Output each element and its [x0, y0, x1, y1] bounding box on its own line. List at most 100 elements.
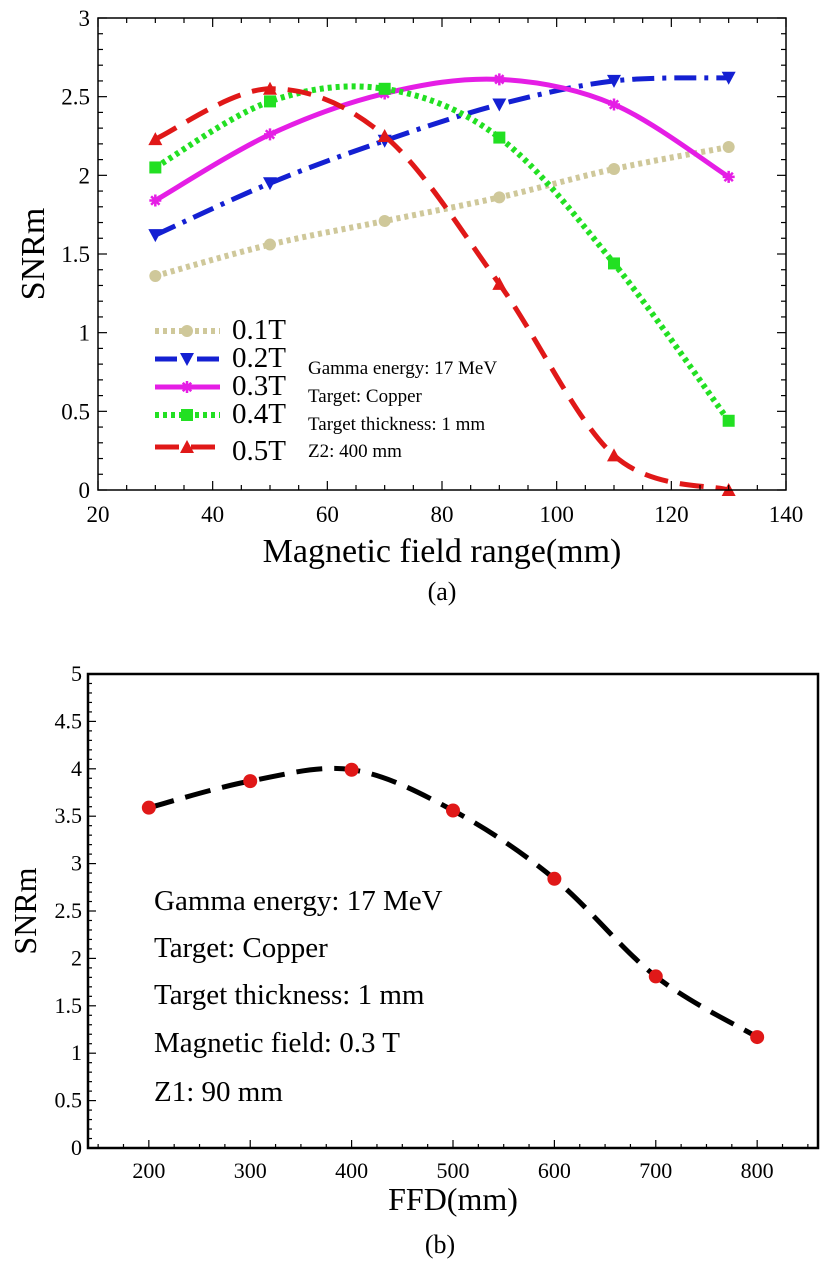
annotation-b-2: Target thickness: 1 mm	[154, 979, 425, 1011]
legend-marker-0.1T	[181, 325, 193, 337]
point-0.2T-110	[607, 74, 621, 88]
x-tick-label-a: 120	[654, 502, 689, 527]
point-b-700	[648, 969, 663, 984]
point-0.3T-130	[722, 170, 735, 183]
y-tick-label-a: 1	[79, 321, 91, 346]
point-0.4T-90	[493, 131, 506, 144]
point-0.3T-30	[149, 194, 162, 207]
point-0.3T-110	[608, 98, 620, 111]
point-0.5T-30	[148, 132, 163, 146]
legend-label-3: 0.4T	[232, 398, 286, 430]
legend-label-1: 0.2T	[232, 342, 286, 374]
x-tick-label-b: 400	[335, 1158, 368, 1183]
chart-b-axes: 200 300 400 500 600 700 800 0 0.5 1 1.5 2 2.5 3 3.5 4 4.…	[55, 661, 809, 1183]
annotation-a-0: Gamma energy: 17 MeV	[308, 358, 497, 379]
chart-b-series-layer	[141, 762, 765, 1045]
series-0.3T	[149, 73, 735, 207]
x-tick-label-b: 700	[639, 1158, 672, 1183]
legend-marker-0.4T	[181, 409, 193, 421]
y-tick-label-a: 3	[79, 6, 91, 31]
legend-label-4: 0.5T	[232, 435, 286, 467]
point-0.1T-130	[722, 141, 735, 154]
legend-marker-0.5T	[180, 440, 194, 453]
y-tick-label-a: 2	[79, 163, 91, 188]
y-tick-label-b: 3	[71, 851, 82, 876]
y-tick-label-b: 0.5	[55, 1088, 83, 1113]
y-tick-label-b: 0	[71, 1135, 82, 1160]
point-b-400	[344, 762, 359, 777]
series-0.5T	[148, 81, 736, 496]
point-0.5T-90	[492, 276, 507, 290]
y-axis-title-b: SNRm	[7, 867, 43, 954]
point-b-500	[446, 803, 460, 818]
point-0.4T-70	[378, 82, 391, 95]
chart-a-legend: 0.1T 0.2T 0.3T 0.4T 0.5T Gamma energy: 1…	[155, 314, 497, 467]
x-axis-title-a: Magnetic field range(mm)	[263, 533, 622, 570]
y-tick-label-a: 0	[79, 478, 91, 503]
y-tick-label-a: 2.5	[61, 85, 90, 110]
y-tick-label-a: 0.5	[61, 399, 90, 424]
point-b-300	[243, 774, 258, 789]
annotation-b-3: Magnetic field: 0.3 T	[154, 1027, 400, 1059]
point-0.4T-30	[149, 161, 162, 174]
point-0.3T-90	[493, 73, 506, 86]
point-0.5T-70	[377, 129, 392, 142]
x-tick-label-a: 100	[539, 502, 574, 527]
x-tick-label-a: 140	[769, 502, 804, 527]
legend-label-2: 0.3T	[232, 370, 286, 402]
x-tick-label-b: 500	[437, 1158, 470, 1183]
point-0.2T-30	[148, 229, 163, 243]
chart-a-axes: 20 40 60 80 100 120 140 0 0.5 1 1.5 2 2.5 3	[61, 6, 803, 527]
legend-marker-0.2T	[180, 353, 194, 366]
point-b-600	[547, 871, 562, 886]
chart-b: 200 300 400 500 600 700 800 0 0.5 1 1.5 2 2.5 3 3.5 4 4.…	[7, 661, 820, 1259]
chart-a-legend-keys	[155, 325, 220, 453]
panel-label-a: (a)	[428, 577, 457, 606]
y-tick-label-b: 2	[71, 945, 82, 970]
series-line-0.1T	[154, 144, 730, 279]
point-0.4T-50	[264, 95, 276, 108]
y-tick-label-b: 3.5	[55, 803, 83, 828]
point-0.1T-90	[493, 191, 506, 204]
annotation-a-1: Target: Copper	[308, 386, 423, 407]
point-0.1T-30	[149, 270, 162, 283]
x-tick-label-a: 20	[87, 502, 110, 527]
y-tick-label-b: 1	[71, 1040, 82, 1065]
point-0.5T-110	[607, 448, 621, 462]
series-b	[141, 762, 765, 1045]
series-0.1T	[149, 141, 735, 283]
point-0.3T-50	[264, 128, 276, 141]
point-0.1T-110	[608, 163, 620, 176]
x-tick-label-a: 40	[201, 502, 224, 527]
y-tick-label-b: 4.5	[55, 708, 83, 733]
y-tick-label-b: 1.5	[55, 993, 83, 1018]
chart-a: 20 40 60 80 100 120 140 0 0.5 1 1.5 2 2.5 3 0.1T 0.2T…	[15, 6, 803, 606]
point-0.2T-90	[492, 98, 507, 112]
y-tick-label-b: 5	[71, 661, 82, 686]
y-axis-title-a: SNRm	[15, 208, 52, 301]
point-b-800	[750, 1030, 765, 1045]
point-0.2T-130	[721, 71, 736, 85]
series-line-0.3T	[154, 76, 731, 203]
point-0.1T-70	[378, 214, 391, 227]
legend-marker-0.3T	[181, 381, 193, 393]
x-axis-title-b: FFD(mm)	[388, 1181, 518, 1217]
panel-label-b: (b)	[425, 1230, 455, 1259]
annotation-a-2: Target thickness: 1 mm	[308, 414, 485, 435]
y-tick-label-b: 2.5	[55, 898, 83, 923]
series-0.4T	[149, 82, 735, 427]
x-tick-label-b: 200	[132, 1158, 165, 1183]
annotation-b-4: Z1: 90 mm	[154, 1076, 283, 1108]
point-0.2T-50	[263, 177, 277, 191]
annotation-a-3: Z2: 400 mm	[308, 441, 402, 462]
legend-label-0: 0.1T	[232, 314, 286, 346]
x-tick-label-a: 60	[316, 502, 339, 527]
point-0.4T-110	[608, 257, 620, 270]
point-b-200	[141, 800, 156, 815]
annotation-b-1: Target: Copper	[154, 932, 328, 964]
x-tick-label-b: 300	[234, 1158, 267, 1183]
point-0.4T-130	[722, 414, 735, 427]
series-line-0.2T	[154, 75, 729, 238]
y-tick-label-b: 4	[71, 756, 82, 781]
